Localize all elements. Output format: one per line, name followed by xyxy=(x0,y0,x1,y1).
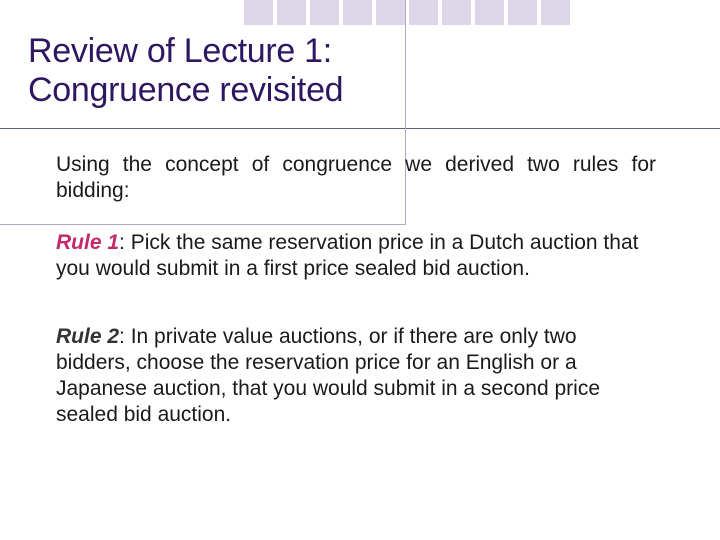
intro-text: Using the concept of congruence we deriv… xyxy=(56,152,656,204)
rule-1-label: Rule 1 xyxy=(56,231,119,254)
decor-block xyxy=(541,0,570,25)
body-content: Using the concept of congruence we deriv… xyxy=(56,152,656,454)
rule-2-label: Rule 2 xyxy=(56,325,119,348)
decor-block xyxy=(409,0,438,25)
decor-block xyxy=(244,0,273,25)
rule-2-para: Rule 2: In private value auctions, or if… xyxy=(56,324,656,428)
title-underline xyxy=(0,128,720,129)
decor-block xyxy=(376,0,405,25)
rule-1-para: Rule 1: Pick the same reservation price … xyxy=(56,230,656,282)
title-line-2: Congruence revisited xyxy=(28,71,343,109)
decor-block xyxy=(343,0,372,25)
title-line-1: Review of Lecture 1: xyxy=(28,32,332,70)
decor-block xyxy=(475,0,504,25)
rule-1-text: : Pick the same reservation price in a D… xyxy=(56,231,638,280)
rule-2-text: : In private value auctions, or if there… xyxy=(56,325,600,426)
title-block: Review of Lecture 1: Congruence revisite… xyxy=(28,32,692,110)
slide: Review of Lecture 1: Congruence revisite… xyxy=(0,0,720,540)
slide-title: Review of Lecture 1: Congruence revisite… xyxy=(28,32,692,110)
decor-block xyxy=(442,0,471,25)
decor-block xyxy=(277,0,306,25)
top-decor-blocks xyxy=(244,0,570,25)
decor-block xyxy=(310,0,339,25)
decor-block xyxy=(508,0,537,25)
